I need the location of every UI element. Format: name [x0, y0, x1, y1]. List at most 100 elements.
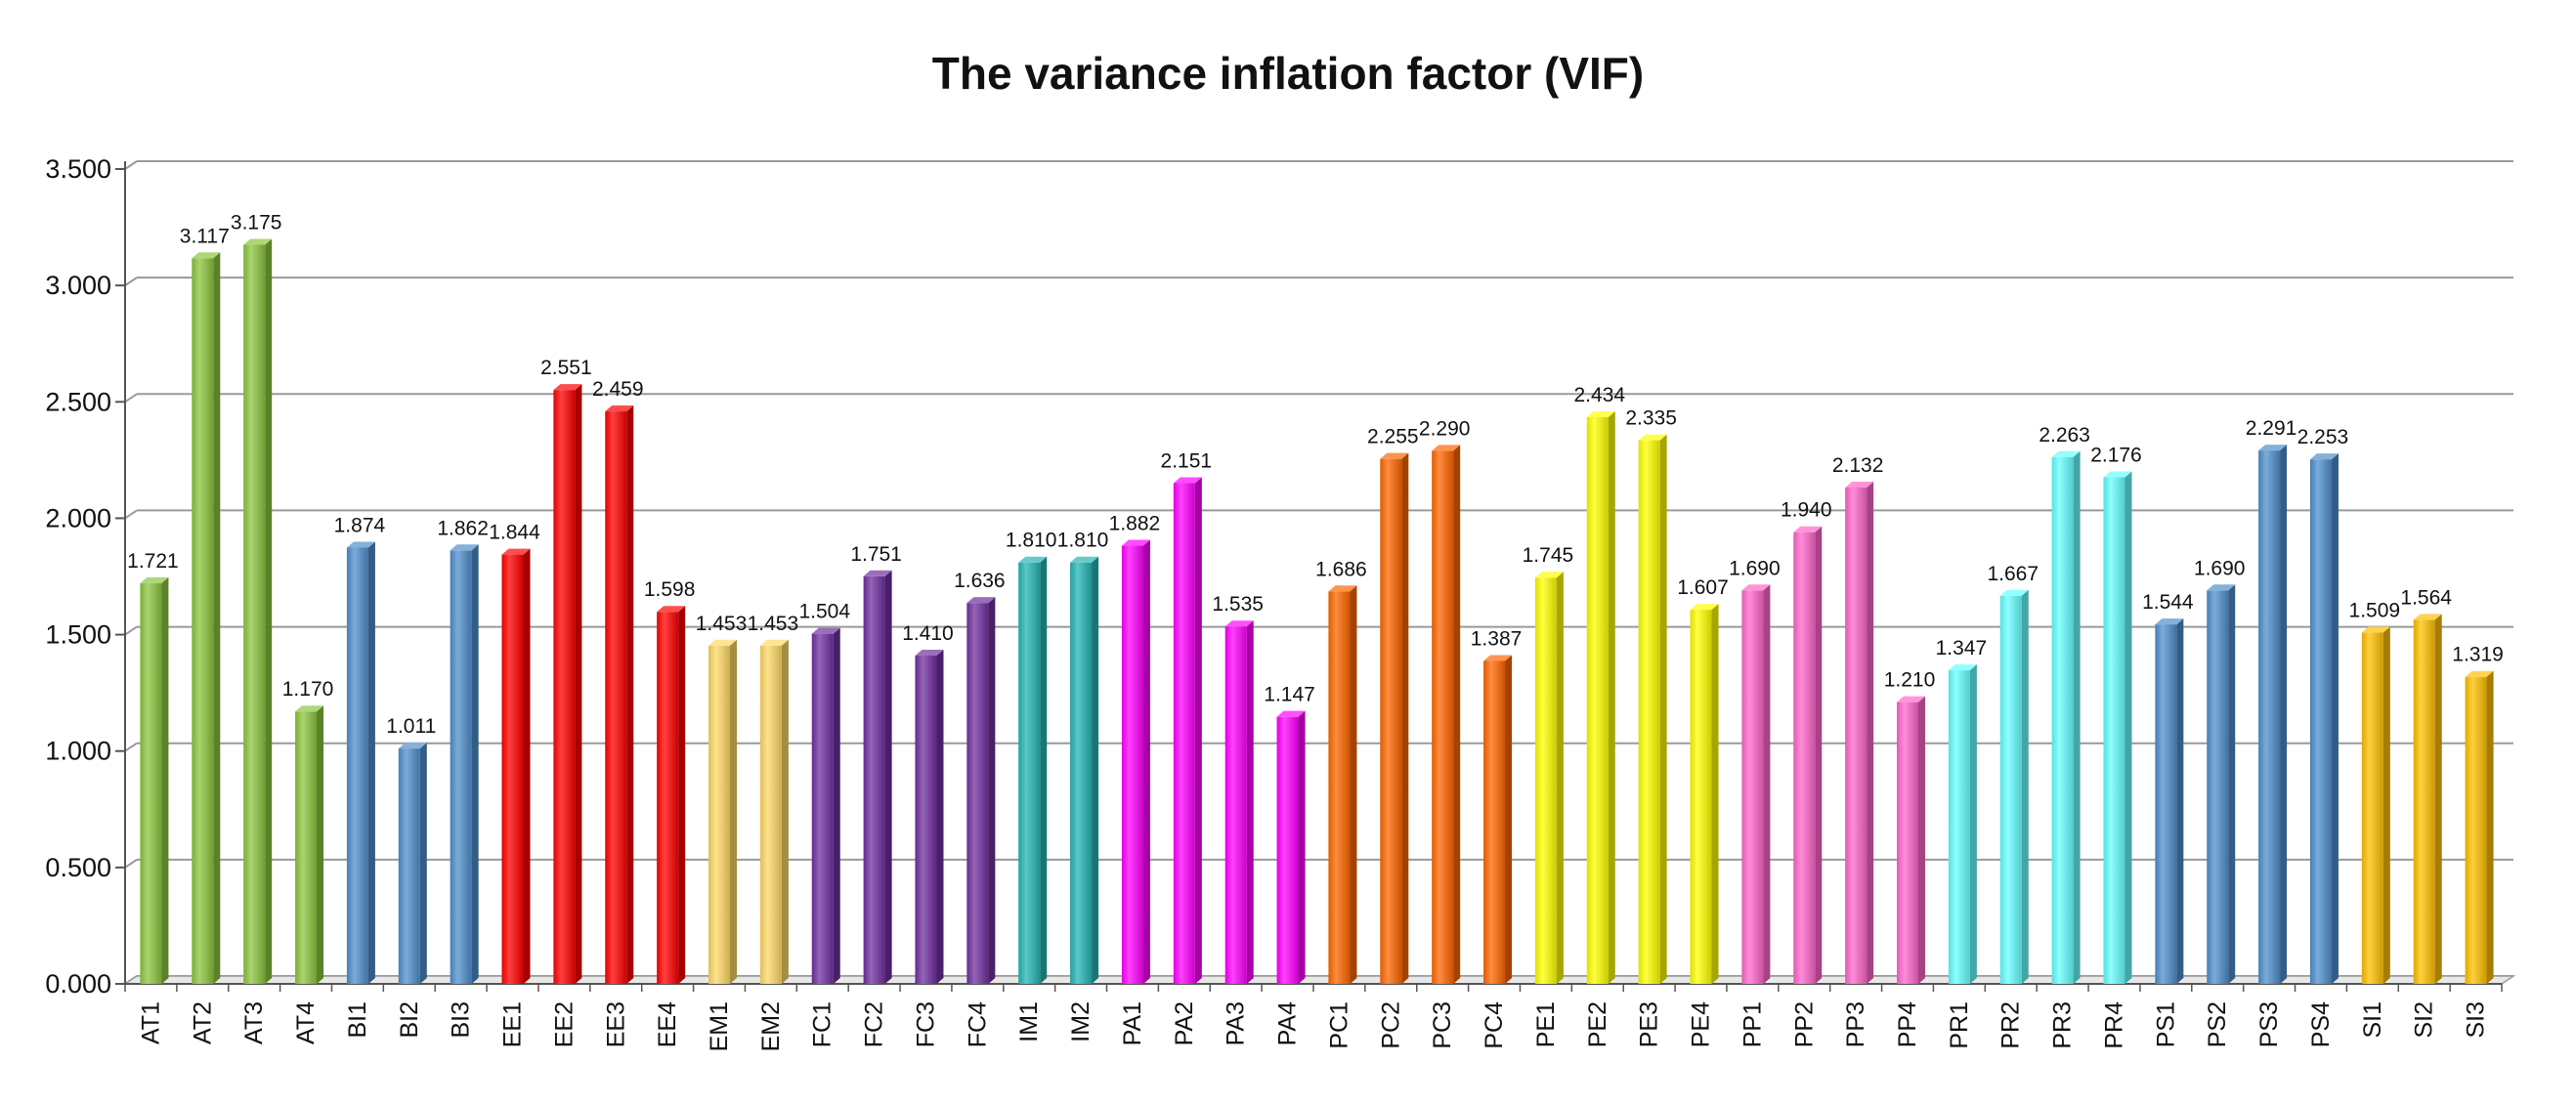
data-label-pa1: 1.882: [1109, 513, 1161, 535]
bar-side: [1556, 572, 1564, 984]
data-label-at2: 3.117: [180, 225, 230, 247]
bar-top: [1328, 585, 1357, 592]
bar-side: [1246, 620, 1254, 984]
data-label-pc2: 2.255: [1367, 426, 1419, 448]
bar-side: [1815, 526, 1823, 984]
bar-face: [1897, 702, 1918, 984]
category-label-ps3: PS3: [2255, 1001, 2283, 1047]
bar-top: [1018, 556, 1048, 563]
bar-top: [1070, 556, 1099, 563]
gridline-depth: [124, 276, 138, 286]
bar-fc3: [915, 650, 944, 984]
category-label-pe4: PE4: [1688, 1001, 1715, 1047]
category-label-pp4: PP4: [1894, 1001, 1921, 1047]
bar-ee4: [657, 606, 686, 984]
bar-side: [833, 627, 840, 984]
bar-side: [1711, 604, 1719, 984]
bar-top: [295, 705, 324, 712]
gridline-depth: [124, 393, 138, 404]
data-label-ps4: 2.253: [2297, 426, 2349, 448]
category-label-bi1: BI1: [344, 1001, 371, 1039]
bar-face: [605, 411, 627, 984]
y-tick-label: 2.500: [45, 387, 111, 416]
bar-top: [553, 384, 582, 391]
category-label-pc3: PC3: [1429, 1001, 1456, 1049]
bar-face: [1845, 487, 1868, 984]
bar-top: [2258, 445, 2288, 451]
bar-face: [1121, 545, 1143, 984]
data-label-at1: 1.721: [127, 550, 179, 573]
bar-ee1: [501, 548, 531, 984]
bar-top: [1586, 411, 1615, 418]
bar-si1: [2361, 626, 2390, 984]
data-label-pc3: 2.290: [1419, 417, 1471, 440]
category-label-at1: AT1: [137, 1001, 164, 1044]
category-label-im1: IM1: [1015, 1001, 1043, 1042]
data-label-pa3: 1.535: [1212, 593, 1264, 616]
bar-pr1: [1948, 664, 1977, 984]
data-label-pe3: 2.335: [1625, 407, 1677, 430]
y-tick-label: 0.000: [45, 969, 111, 999]
category-label-pr2: PR2: [1997, 1001, 2025, 1049]
bar-face: [1534, 577, 1557, 984]
bar-face: [450, 550, 472, 984]
data-label-im1: 1.810: [1006, 530, 1057, 552]
data-label-bi3: 1.862: [437, 517, 489, 539]
data-label-pp4: 1.210: [1884, 669, 1936, 692]
category-label-ee1: EE1: [499, 1001, 527, 1047]
bar-pp3: [1845, 481, 1874, 984]
bar-em2: [759, 639, 789, 984]
bar-top: [450, 544, 479, 551]
data-label-ps2: 1.690: [2194, 557, 2246, 579]
data-label-fc4: 1.636: [954, 570, 1006, 592]
bar-top: [1741, 584, 1771, 591]
bars: [140, 238, 2494, 985]
bar-face: [1328, 591, 1351, 984]
category-label-pa1: PA1: [1119, 1001, 1146, 1045]
bar-side: [161, 576, 169, 984]
gridline-depth: [124, 160, 138, 170]
bar-face: [398, 748, 420, 984]
data-label-si2: 1.564: [2400, 586, 2452, 609]
data-label-ee4: 1.598: [644, 578, 696, 601]
bar-face: [1638, 440, 1660, 984]
bar-side: [1142, 539, 1150, 984]
bar-ps1: [2155, 618, 2184, 984]
bar-face: [708, 645, 730, 984]
bar-side: [1350, 585, 1357, 984]
bar-face: [501, 554, 524, 984]
data-label-pe2: 2.434: [1574, 384, 1626, 406]
category-label-pr1: PR1: [1946, 1001, 1973, 1049]
bar-side: [1659, 434, 1667, 984]
bar-pa4: [1276, 710, 1306, 984]
data-label-pr4: 2.176: [2090, 444, 2142, 466]
bar-side: [1505, 655, 1513, 984]
bar-face: [1948, 670, 1970, 984]
bar-side: [678, 606, 686, 984]
bar-ee2: [553, 384, 582, 984]
bar-pe2: [1586, 411, 1615, 984]
bar-face: [1173, 483, 1195, 985]
data-label-ee2: 2.551: [540, 357, 592, 379]
bar-pc4: [1483, 655, 1513, 984]
bar-top: [915, 650, 944, 657]
chart-title: The variance inflation factor (VIF): [931, 48, 1645, 99]
data-label-ee1: 1.844: [489, 522, 540, 544]
category-label-em1: EM1: [706, 1001, 733, 1051]
bar-top: [863, 570, 892, 576]
gridline-depth: [124, 859, 138, 869]
data-label-fc2: 1.751: [850, 543, 902, 566]
bar-side: [2383, 626, 2390, 984]
bar-side: [367, 541, 375, 984]
data-label-pa2: 2.151: [1161, 449, 1213, 472]
gridline-depth: [124, 625, 138, 636]
bar-face: [2309, 459, 2332, 984]
data-label-bi2: 1.011: [386, 715, 436, 738]
bar-side: [1453, 445, 1461, 985]
bar-face: [1690, 610, 1712, 984]
category-label-ps2: PS2: [2204, 1001, 2231, 1047]
bar-top: [501, 548, 531, 555]
bar-side: [213, 252, 221, 984]
bar-top: [1483, 655, 1513, 661]
data-label-ee3: 2.459: [592, 378, 644, 401]
